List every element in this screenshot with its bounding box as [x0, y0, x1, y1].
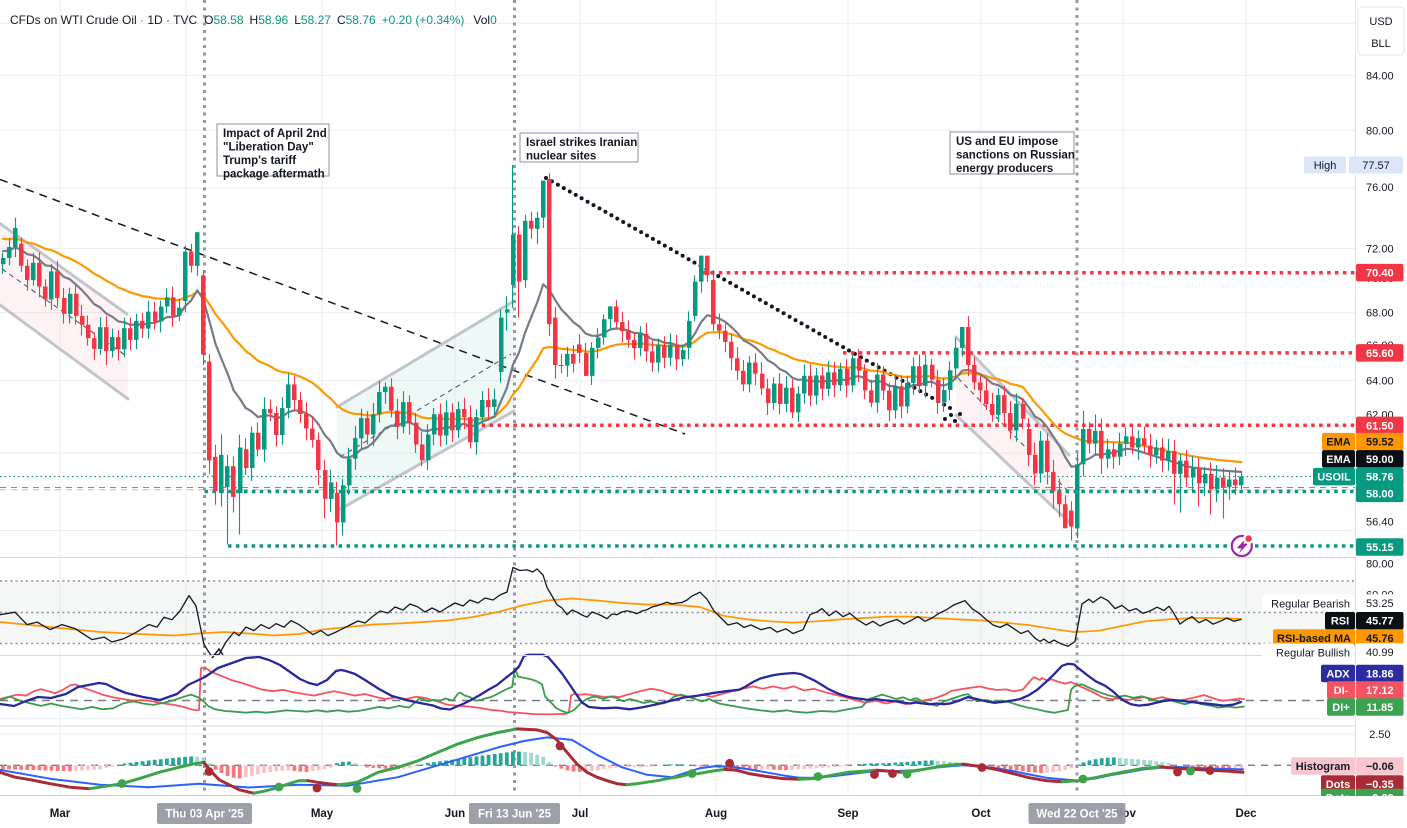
svg-text:USOIL: USOIL: [1317, 472, 1351, 484]
svg-text:Impact of April 2nd: Impact of April 2nd: [223, 128, 327, 140]
svg-text:Sep: Sep: [837, 808, 858, 820]
svg-text:US and EU impose: US and EU impose: [956, 136, 1058, 148]
svg-text:Regular Bullish: Regular Bullish: [1276, 648, 1350, 660]
svg-text:−0.06: −0.06: [1366, 761, 1394, 773]
svg-text:45.76: 45.76: [1366, 633, 1394, 645]
svg-text:45.77: 45.77: [1366, 616, 1394, 628]
svg-text:RSI: RSI: [1331, 616, 1349, 628]
svg-text:Histogram: Histogram: [1296, 761, 1351, 773]
svg-text:package aftermath: package aftermath: [223, 169, 325, 181]
svg-text:58.76: 58.76: [1366, 472, 1394, 484]
svg-text:80.00: 80.00: [1366, 559, 1394, 571]
svg-text:65.60: 65.60: [1366, 348, 1394, 360]
svg-text:53.25: 53.25: [1366, 598, 1394, 610]
svg-text:84.00: 84.00: [1366, 70, 1394, 82]
svg-text:80.00: 80.00: [1366, 125, 1394, 137]
svg-text:Aug: Aug: [705, 808, 727, 820]
svg-text:Mar: Mar: [50, 808, 71, 820]
svg-text:2.50: 2.50: [1369, 729, 1390, 741]
svg-text:Regular Bearish: Regular Bearish: [1271, 599, 1350, 611]
svg-text:Jul: Jul: [572, 808, 589, 820]
svg-text:DI+: DI+: [1332, 702, 1349, 714]
svg-text:Dots: Dots: [1326, 779, 1350, 791]
svg-text:Fri 13 Jun '25: Fri 13 Jun '25: [478, 809, 552, 821]
svg-text:EMA: EMA: [1326, 454, 1351, 466]
svg-text:76.00: 76.00: [1366, 182, 1394, 194]
svg-text:RSI-based MA: RSI-based MA: [1277, 633, 1351, 645]
svg-text:59.52: 59.52: [1366, 437, 1394, 449]
svg-text:18.86: 18.86: [1366, 669, 1394, 681]
svg-text:−0.35: −0.35: [1366, 779, 1394, 791]
svg-text:USD: USD: [1369, 16, 1392, 28]
svg-text:68.00: 68.00: [1366, 308, 1394, 320]
svg-text:BLL: BLL: [1371, 38, 1391, 50]
svg-text:DI-: DI-: [1334, 685, 1349, 697]
svg-text:70.40: 70.40: [1366, 268, 1394, 280]
svg-text:Thu 03 Apr '25: Thu 03 Apr '25: [165, 809, 244, 821]
svg-text:Trump's tariff: Trump's tariff: [223, 155, 296, 167]
svg-text:59.00: 59.00: [1366, 454, 1394, 466]
svg-text:High: High: [1314, 160, 1337, 172]
svg-text:55.15: 55.15: [1366, 542, 1394, 554]
svg-text:"Liberation Day": "Liberation Day": [223, 142, 314, 154]
svg-text:May: May: [311, 808, 334, 820]
svg-text:energy producers: energy producers: [956, 163, 1053, 175]
svg-text:77.57: 77.57: [1362, 160, 1390, 172]
svg-text:CFDs on WTI Crude Oil · 1D · T: CFDs on WTI Crude Oil · 1D · TVC O58.58 H5…: [10, 13, 497, 27]
svg-text:40.99: 40.99: [1366, 647, 1394, 659]
svg-text:64.00: 64.00: [1366, 376, 1394, 388]
svg-text:ADX: ADX: [1326, 669, 1350, 681]
svg-text:61.50: 61.50: [1366, 420, 1394, 432]
svg-text:Jun: Jun: [445, 808, 465, 820]
svg-text:nuclear sites: nuclear sites: [526, 151, 596, 163]
svg-text:Wed 22 Oct '25: Wed 22 Oct '25: [1036, 809, 1118, 821]
svg-text:11.85: 11.85: [1366, 702, 1393, 714]
svg-text:EMA: EMA: [1326, 437, 1351, 449]
svg-text:58.00: 58.00: [1366, 488, 1394, 500]
svg-text:56.40: 56.40: [1366, 517, 1394, 529]
svg-text:Dec: Dec: [1235, 808, 1257, 820]
svg-text:sanctions on Russian: sanctions on Russian: [956, 150, 1075, 162]
svg-text:17.12: 17.12: [1366, 685, 1394, 697]
svg-text:Oct: Oct: [971, 808, 990, 820]
svg-text:Israel strikes Iranian: Israel strikes Iranian: [526, 137, 637, 149]
svg-text:72.00: 72.00: [1366, 244, 1394, 256]
